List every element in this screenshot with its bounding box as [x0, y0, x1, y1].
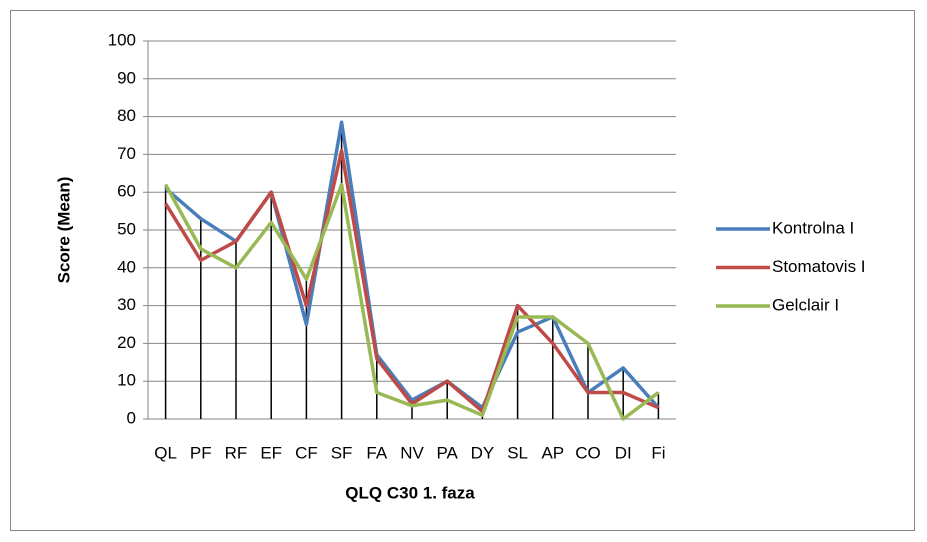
- x-tick-label: PF: [190, 443, 212, 462]
- legend-label: Stomatovis I: [772, 257, 866, 276]
- x-tick-label: SF: [331, 443, 353, 462]
- x-tick-label: EF: [260, 443, 282, 462]
- legend-label: Kontrolna I: [772, 218, 854, 237]
- y-tick-label: 50: [117, 219, 136, 238]
- y-tick-label: 60: [117, 182, 136, 201]
- y-tick-label: 90: [117, 68, 136, 87]
- x-tick-label: CO: [575, 443, 601, 462]
- y-tick-label: 70: [117, 144, 136, 163]
- x-tick-label: PA: [436, 443, 458, 462]
- y-tick-label: 10: [117, 371, 136, 390]
- y-tick-label: 0: [127, 408, 136, 427]
- x-tick-label: NV: [400, 443, 424, 462]
- legend-label: Gelclair I: [772, 295, 839, 314]
- y-tick-label: 80: [117, 106, 136, 125]
- series-line: [164, 182, 660, 421]
- y-tick-label: 20: [117, 333, 136, 352]
- y-tick-label: 30: [117, 295, 136, 314]
- x-tick-label: RF: [225, 443, 248, 462]
- x-tick-label: SL: [507, 443, 528, 462]
- x-tick-label: FA: [366, 443, 387, 462]
- y-tick-label: 100: [108, 30, 136, 49]
- x-axis-title: QLQ C30 1. faza: [345, 483, 475, 502]
- series-line: [164, 148, 660, 414]
- x-tick-label: Fi: [651, 443, 665, 462]
- chart-border: [10, 10, 915, 531]
- x-tick-label: DI: [615, 443, 632, 462]
- x-tick-label: QL: [154, 443, 177, 462]
- x-tick-label: AP: [541, 443, 564, 462]
- x-tick-label: CF: [295, 443, 318, 462]
- y-tick-label: 40: [117, 257, 136, 276]
- x-tick-label: DY: [471, 443, 495, 462]
- y-axis-title: Score (Mean): [54, 177, 73, 284]
